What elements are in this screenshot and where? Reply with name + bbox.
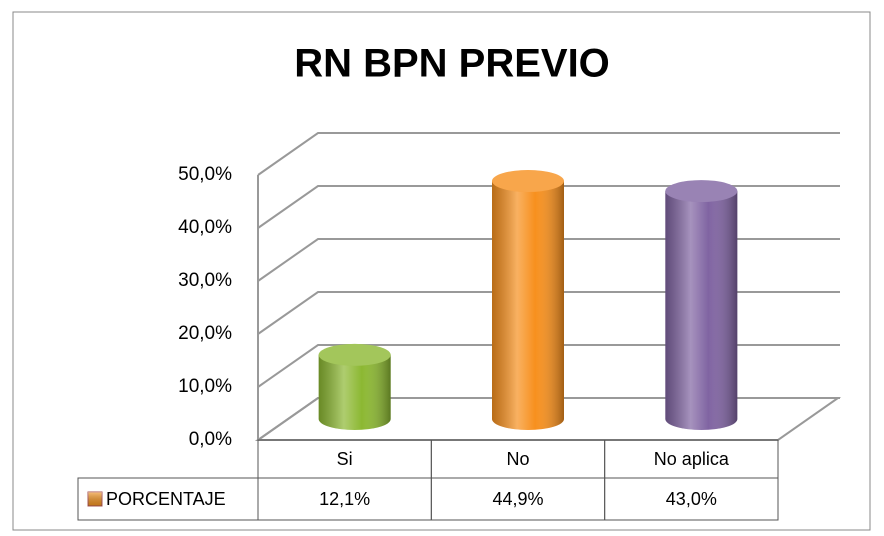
x-tick-label: No	[506, 449, 529, 469]
table-cell	[77, 477, 259, 521]
data-label: 12,1%	[319, 489, 370, 509]
bar-top	[492, 170, 564, 193]
data-label: 44,9%	[492, 489, 543, 509]
chart-border	[12, 11, 871, 531]
legend-swatch-shade	[88, 492, 102, 506]
legend-label: PORCENTAJE	[106, 489, 226, 509]
y-tick-label: 50,0%	[178, 164, 232, 185]
x-tick-label: No aplica	[654, 449, 730, 469]
bar-top	[665, 180, 738, 203]
bar-top-shade	[318, 343, 391, 366]
bar-shade	[665, 191, 738, 431]
grid-line	[257, 132, 840, 176]
y-tick-label: 40,0%	[178, 217, 232, 238]
data-table: Si 12,1% No 44,9% No aplica 43,0% PORCENTAJE	[77, 439, 779, 521]
y-tick-label: 30,0%	[178, 270, 232, 291]
y-tick-label: 10,0%	[178, 376, 232, 397]
bar-top-shade	[492, 170, 564, 193]
x-tick-label: Si	[337, 449, 353, 469]
y-tick-label: 0,0%	[189, 429, 232, 450]
data-label: 43,0%	[666, 489, 717, 509]
chart-title: RN BPN PREVIO	[294, 42, 610, 86]
y-tick-label: 20,0%	[178, 323, 232, 344]
bar-top-shade	[665, 180, 738, 203]
grid-line	[257, 185, 840, 229]
plot-marks	[318, 170, 738, 431]
bar-top	[318, 343, 391, 366]
table-cell	[604, 477, 779, 521]
bar-shade	[318, 354, 391, 431]
bar-shade	[492, 181, 564, 430]
